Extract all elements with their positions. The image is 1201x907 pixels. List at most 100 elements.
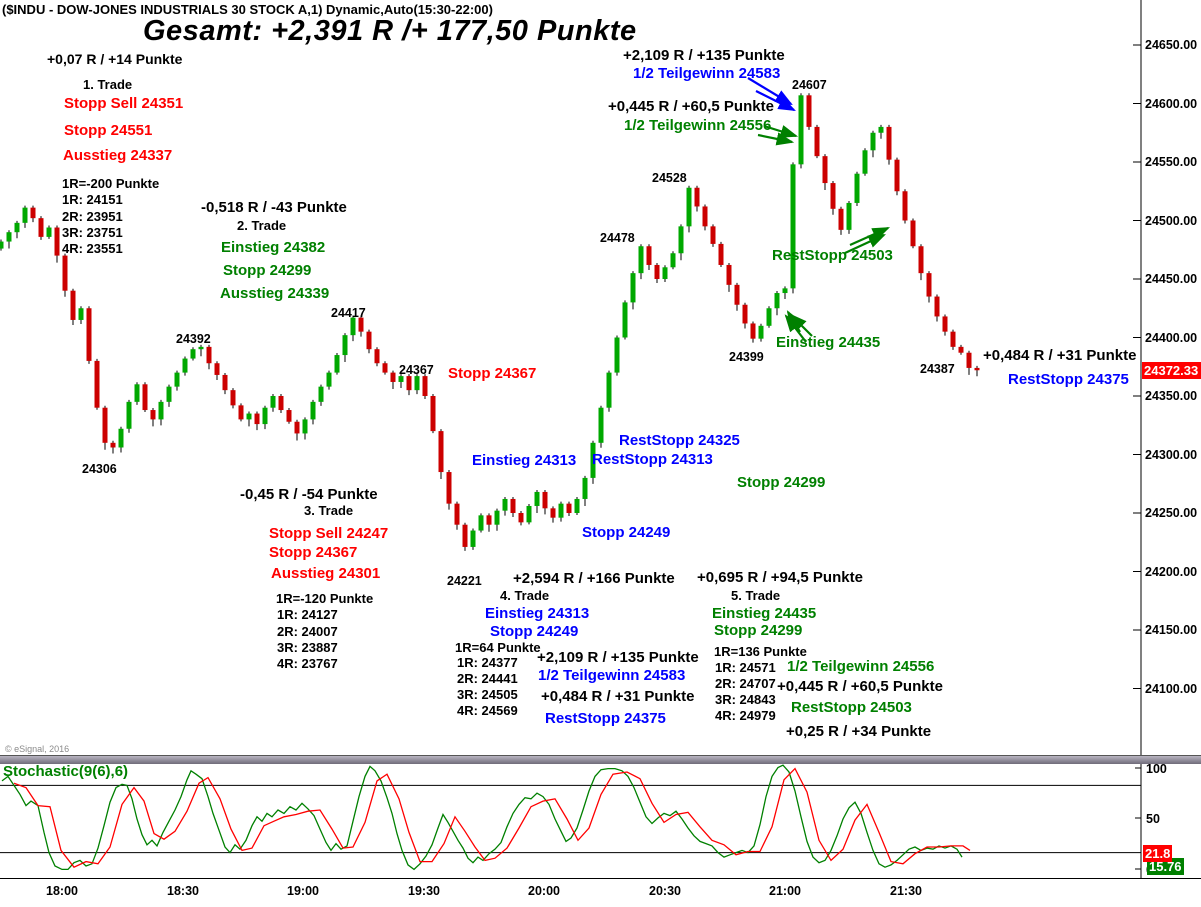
time-axis-label: 19:30 — [408, 884, 440, 898]
annotation: Stopp 24367 — [269, 544, 358, 561]
annotation: 24417 — [331, 306, 366, 320]
annotation: Ausstieg 24301 — [271, 565, 381, 582]
annotation: 2R: 23951 — [62, 209, 123, 224]
annotation: 1/2 Teilgewinn 24583 — [633, 65, 781, 82]
price-axis-label: 24650.00 — [1145, 38, 1198, 52]
annotation: Stopp 24299 — [737, 474, 826, 491]
price-axis-label: 24400.00 — [1145, 330, 1198, 345]
stochastic-green-value-box: 15.76 — [1147, 858, 1184, 875]
annotation: 1R: 24127 — [277, 607, 338, 622]
annotation: RestStopp 24375 — [1008, 371, 1129, 388]
annotation: Stopp Sell 24351 — [64, 95, 184, 112]
annotation: Einstieg 24313 — [472, 452, 577, 469]
annotation: 24478 — [600, 231, 635, 245]
annotation: Stopp 24551 — [64, 122, 153, 139]
annotation: 4R: 24979 — [715, 708, 776, 723]
annotation: 1R=136 Punkte — [714, 644, 807, 659]
time-axis-label: 20:00 — [528, 884, 560, 898]
annotation: 1/2 Teilgewinn 24583 — [538, 667, 686, 684]
annotation-arrows — [747, 77, 891, 343]
annotation: 3R: 24843 — [715, 692, 776, 707]
annotation: 24221 — [447, 574, 482, 588]
annotation: 1/2 Teilgewinn 24556 — [624, 117, 772, 134]
stochastic-label: Stochastic(9(6),6) — [3, 763, 129, 780]
price-axis-label: 24450.00 — [1145, 272, 1198, 286]
annotation: RestStopp 24503 — [772, 247, 893, 264]
stochastic-axis-label: 100 — [1146, 762, 1167, 776]
time-axis-label: 21:30 — [890, 884, 922, 898]
annotation: 1R: 24377 — [457, 655, 518, 670]
annotation: 2R: 24007 — [277, 624, 338, 639]
annotation: +2,109 R / +135 Punkte — [537, 649, 699, 666]
time-axis-label: 20:30 — [649, 884, 681, 898]
annotation: Einstieg 24435 — [712, 605, 817, 622]
annotation: RestStopp 24503 — [791, 699, 912, 716]
price-axis-label: 24200.00 — [1145, 564, 1198, 579]
esignal-watermark: © eSignal, 2016 — [5, 744, 70, 754]
annotation: 24387 — [920, 362, 955, 376]
time-axis-label: 18:30 — [167, 884, 199, 898]
annotation: 5. Trade — [731, 588, 781, 603]
annotation: RestStopp 24313 — [592, 451, 713, 468]
annotation: 24306 — [82, 462, 117, 476]
annotation: Stopp 24367 — [448, 365, 537, 382]
annotation: +2,109 R / +135 Punkte — [623, 47, 785, 64]
annotation: Einstieg 24435 — [776, 334, 881, 351]
annotation: +2,594 R / +166 Punkte — [513, 570, 675, 587]
stochastic-axis-label: 50 — [1146, 812, 1160, 826]
annotation: +0,695 R / +94,5 Punkte — [697, 569, 863, 586]
last-price-box: 24372.33 — [1142, 362, 1201, 379]
annotation: RestStopp 24325 — [619, 432, 740, 449]
annotation: 24367 — [399, 363, 434, 377]
annotation: +0,484 R / +31 Punkte — [983, 347, 1137, 364]
annotation: Stopp Sell 24247 — [269, 525, 389, 542]
annotation: 1/2 Teilgewinn 24556 — [787, 658, 935, 675]
price-axis-label: 24350.00 — [1145, 389, 1198, 403]
annotation: 4R: 24569 — [457, 703, 518, 718]
time-axis-label: 18:00 — [46, 884, 78, 898]
annotation: +0,445 R / +60,5 Punkte — [608, 98, 774, 115]
annotation: 2R: 24441 — [457, 671, 518, 686]
annotation: 1. Trade — [83, 77, 133, 92]
stochastic-series — [1, 764, 971, 871]
annotation: 1R=-200 Punkte — [62, 176, 160, 191]
annotation: 3. Trade — [304, 503, 354, 518]
annotation: 2R: 24707 — [715, 676, 776, 691]
annotation: Stopp 24249 — [490, 623, 579, 640]
annotation: Stopp 24299 — [223, 262, 312, 279]
stochastic-red-value-box: 21.8 — [1143, 845, 1173, 862]
annotation: 1R=-120 Punkte — [276, 591, 374, 606]
annotation: 4R: 23551 — [62, 241, 123, 256]
annotation: Einstieg 24382 — [221, 239, 326, 256]
annotation: Stopp 24249 — [582, 524, 671, 541]
annotation: Einstieg 24313 — [485, 605, 590, 622]
annotation: 3R: 23751 — [62, 225, 123, 240]
price-axis-label: 24300.00 — [1145, 447, 1198, 462]
annotation: 1R: 24151 — [62, 192, 123, 207]
annotation: 3R: 24505 — [457, 687, 518, 702]
annotation: 1R=64 Punkte — [455, 640, 541, 655]
annotation: +0,484 R / +31 Punkte — [541, 688, 695, 705]
candlestick-series — [0, 93, 980, 551]
price-axis-label: 24550.00 — [1145, 155, 1198, 169]
annotation: 24528 — [652, 171, 687, 185]
annotation: 3R: 23887 — [277, 640, 338, 655]
annotation: Stopp 24299 — [714, 622, 803, 639]
annotation: 1R: 24571 — [715, 660, 776, 675]
annotation: 2. Trade — [237, 218, 287, 233]
time-axis-label: 19:00 — [287, 884, 319, 898]
panel-splitter[interactable] — [0, 755, 1201, 764]
summary-title: Gesamt: +2,391 R /+ 177,50 Punkte — [143, 15, 637, 47]
annotation: +0,25 R / +34 Punkte — [786, 723, 932, 740]
price-axis-label: 24600.00 — [1145, 96, 1198, 111]
annotation: 4. Trade — [500, 588, 550, 603]
annotation: 24392 — [176, 332, 211, 346]
annotation: 24399 — [729, 350, 764, 364]
annotation: 24607 — [792, 78, 827, 92]
annotation: RestStopp 24375 — [545, 710, 666, 727]
annotation: 4R: 23767 — [277, 656, 338, 671]
price-axis-label: 24250.00 — [1145, 506, 1198, 520]
time-axis-label: 21:00 — [769, 884, 801, 898]
